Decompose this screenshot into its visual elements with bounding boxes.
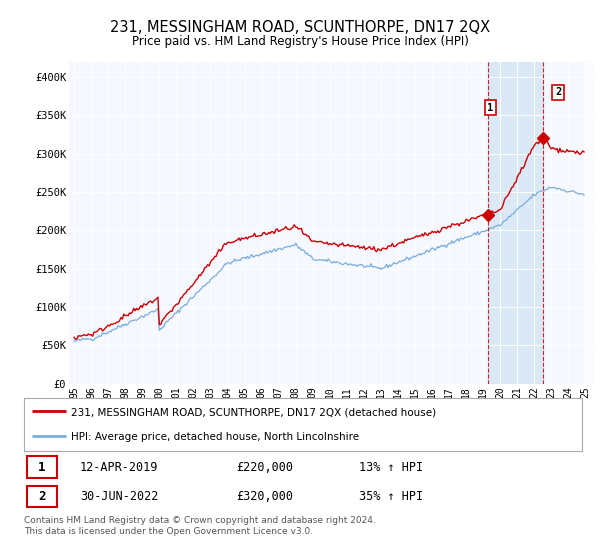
Text: 2: 2 (38, 489, 46, 503)
Text: 1: 1 (487, 102, 494, 113)
FancyBboxPatch shape (27, 456, 58, 478)
Text: £320,000: £320,000 (236, 489, 293, 503)
Text: 12-APR-2019: 12-APR-2019 (80, 460, 158, 474)
Text: 231, MESSINGHAM ROAD, SCUNTHORPE, DN17 2QX (detached house): 231, MESSINGHAM ROAD, SCUNTHORPE, DN17 2… (71, 408, 437, 418)
Text: 30-JUN-2022: 30-JUN-2022 (80, 489, 158, 503)
Text: 13% ↑ HPI: 13% ↑ HPI (359, 460, 423, 474)
Bar (488, 62, 543, 384)
FancyBboxPatch shape (27, 486, 58, 507)
Text: 35% ↑ HPI: 35% ↑ HPI (359, 489, 423, 503)
Text: Contains HM Land Registry data © Crown copyright and database right 2024.
This d: Contains HM Land Registry data © Crown c… (24, 516, 376, 536)
Text: 231, MESSINGHAM ROAD, SCUNTHORPE, DN17 2QX: 231, MESSINGHAM ROAD, SCUNTHORPE, DN17 2… (110, 20, 490, 35)
Text: HPI: Average price, detached house, North Lincolnshire: HPI: Average price, detached house, Nort… (71, 432, 359, 442)
Text: Price paid vs. HM Land Registry's House Price Index (HPI): Price paid vs. HM Land Registry's House … (131, 35, 469, 48)
Text: 2: 2 (555, 87, 562, 97)
Text: £220,000: £220,000 (236, 460, 293, 474)
Text: 1: 1 (38, 460, 46, 474)
Bar (584, 62, 594, 384)
